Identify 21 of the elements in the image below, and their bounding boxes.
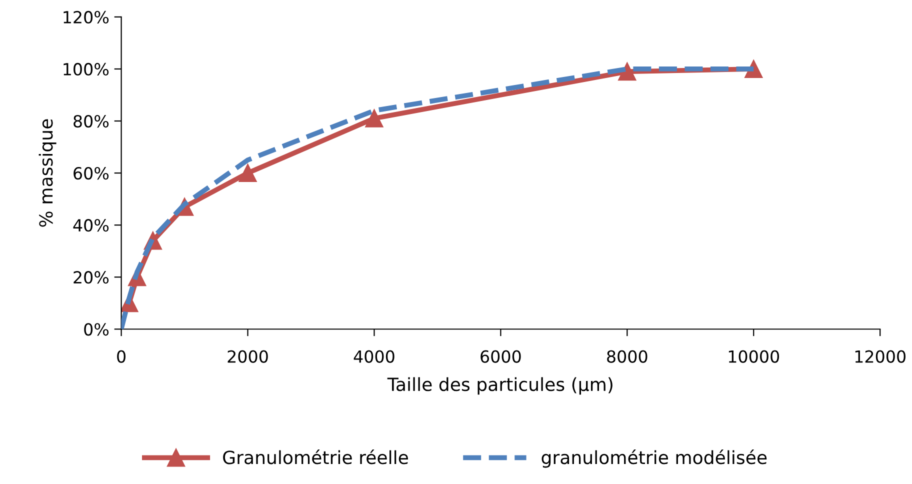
x-tick-label: 12000 xyxy=(855,350,906,363)
x-tick-label: 0 xyxy=(117,350,126,363)
point xyxy=(238,164,257,182)
y-tick-label: 20% xyxy=(74,271,109,284)
y-axis-title: % massique xyxy=(38,119,56,227)
y-tick-label: 0% xyxy=(84,323,109,336)
y-tick-label: 100% xyxy=(64,62,109,76)
legend-label: Granulométrie réelle xyxy=(223,450,408,464)
x-axis-title: Taille des particules (µm) xyxy=(387,377,612,395)
point xyxy=(365,109,384,128)
x-tick-label: 10000 xyxy=(728,350,780,363)
y-tick-label: 40% xyxy=(73,219,109,232)
x-tick-label: 6000 xyxy=(480,350,521,363)
x-tick-label: 2000 xyxy=(228,350,268,363)
x-tick-label: 8000 xyxy=(607,350,648,363)
legend-label: granulométrie modélisée xyxy=(542,450,767,468)
point xyxy=(618,62,636,81)
y-tick-label: 120% xyxy=(64,10,109,24)
y-tick-label: 60% xyxy=(74,166,109,180)
y-tick-label: 80% xyxy=(74,114,109,128)
x-tick-label: 4000 xyxy=(354,350,394,363)
